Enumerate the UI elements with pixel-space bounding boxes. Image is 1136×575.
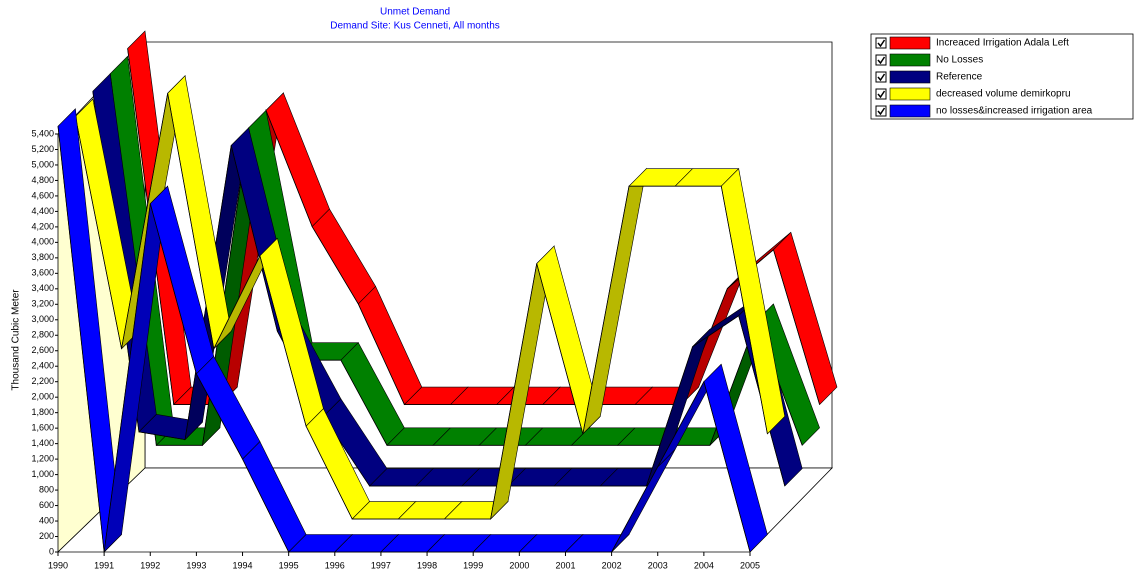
y-tick-label: 5,200 [31,144,54,154]
legend-check [877,107,886,116]
legend-checkbox[interactable] [875,37,887,49]
legend-swatch [889,70,931,84]
legend-checkbox[interactable] [875,71,887,83]
legend-checkbox[interactable] [875,54,887,66]
y-tick-label: 5,000 [31,159,54,169]
x-tick-label: 2002 [602,560,622,570]
legend-label: Increaced Irrigation Adala Left [936,38,1069,49]
y-tick-label: 1,600 [31,423,54,433]
x-tick-label: 1994 [233,560,253,570]
chart-title: Unmet Demand [380,7,450,18]
series-line [109,73,803,446]
x-tick-label: 2001 [555,560,575,570]
chart-subtitle: Demand Site: Kus Cenneti, All months [330,21,500,32]
x-tick-label: 1990 [48,560,68,570]
y-tick-label: 3,600 [31,268,54,278]
y-tick-label: 3,800 [31,252,54,262]
y-axis-label: Thousand Cubic Meter [11,289,22,391]
y-tick-label: 3,400 [31,283,54,293]
x-tick-label: 2000 [509,560,529,570]
series-line [75,93,768,520]
y-tick-label: 3,000 [31,314,54,324]
y-tick-label: 1,400 [31,438,54,448]
y-tick-label: 1,200 [31,453,54,463]
y-tick-label: 0 [49,546,54,556]
y-tick-label: 2,200 [31,376,54,386]
y-tick-label: 2,400 [31,361,54,371]
legend-swatch [889,53,931,67]
y-tick-label: 2,800 [31,330,54,340]
legend-label: decreased volume demirkopru [936,89,1071,100]
y-tick-label: 2,000 [31,392,54,402]
legend-check [877,56,886,65]
legend-check [877,39,886,48]
y-tick-label: 2,600 [31,345,54,355]
legend-swatch [889,87,931,101]
legend-checkbox[interactable] [875,105,887,117]
y-tick-label: 3,200 [31,299,54,309]
y-tick-label: 800 [39,484,54,494]
x-tick-label: 1992 [140,560,160,570]
x-tick-label: 1993 [186,560,206,570]
x-tick-label: 2004 [694,560,714,570]
y-tick-label: 5,400 [31,128,54,138]
legend-swatch [889,36,931,50]
x-tick-label: 2005 [740,560,760,570]
y-tick-label: 400 [39,515,54,525]
x-tick-label: 1997 [371,560,391,570]
y-tick-label: 4,200 [31,221,54,231]
legend-check [877,73,886,82]
legend-label: no losses&increased irrigation area [936,106,1093,117]
y-tick-label: 4,400 [31,206,54,216]
x-tick-label: 1999 [463,560,483,570]
legend-swatch [889,104,931,118]
y-tick-label: 1,000 [31,469,54,479]
y-tick-label: 4,800 [31,175,54,185]
legend-checkbox[interactable] [875,88,887,100]
x-tick-label: 1998 [417,560,437,570]
x-tick-label: 1996 [325,560,345,570]
series-line [57,126,751,553]
y-tick-label: 4,000 [31,237,54,247]
x-tick-label: 1991 [94,560,114,570]
x-tick-label: 1995 [279,560,299,570]
y-tick-label: 4,600 [31,190,54,200]
y-tick-label: 200 [39,531,54,541]
legend-label: No Losses [936,55,983,66]
legend-label: Reference [936,72,983,83]
x-tick-label: 2003 [648,560,668,570]
y-tick-label: 1,800 [31,407,54,417]
legend-check [877,90,886,99]
y-tick-label: 600 [39,500,54,510]
